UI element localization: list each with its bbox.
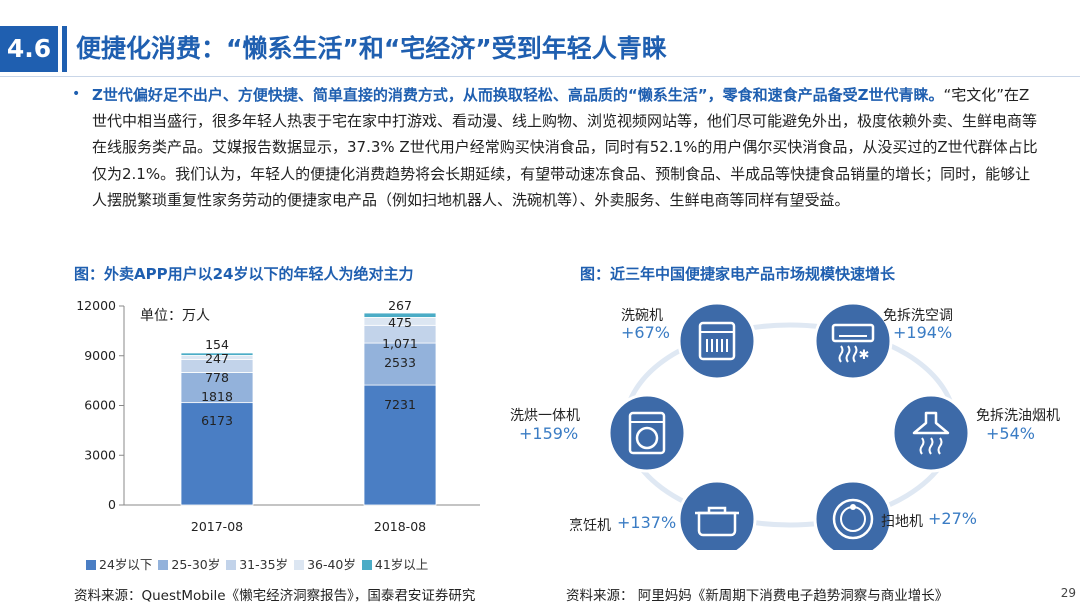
bar-data-label: 475 bbox=[388, 315, 412, 330]
legend-item: 36-40岁 bbox=[294, 554, 356, 573]
bar-segment bbox=[363, 384, 437, 506]
legend-label: 25-30岁 bbox=[171, 557, 221, 572]
bar-segment bbox=[363, 342, 437, 386]
legend-item: 31-35岁 bbox=[226, 554, 288, 573]
appliance-growth-pct: +54% bbox=[986, 424, 1035, 443]
appliance-label: 洗烘一体机 bbox=[510, 408, 580, 424]
bar-data-label: 7231 bbox=[384, 397, 416, 412]
appliance-label: 免拆洗空调 bbox=[883, 308, 953, 324]
appliance-growth-pct: +159% bbox=[519, 424, 579, 443]
appliance-growth-pct: +137% bbox=[617, 513, 677, 532]
legend-item: 41岁以上 bbox=[361, 554, 429, 573]
left-figure-title: 图：外卖APP用户以24岁以下的年轻人为绝对主力 bbox=[74, 265, 414, 283]
washing-machine-icon bbox=[607, 393, 687, 473]
legend-swatch bbox=[294, 560, 305, 570]
legend-label: 24岁以下 bbox=[99, 557, 153, 572]
appliance-growth-pct: +27% bbox=[928, 509, 977, 528]
left-source-note: 资料来源：QuestMobile《懒宅经济洞察报告》，国泰君安证券研究 bbox=[74, 588, 476, 604]
body-paragraph: Z世代偏好足不出户、方便快捷、简单直接的消费方式，从而换取轻松、高品质的“懒系生… bbox=[92, 82, 1042, 213]
title-underline bbox=[0, 76, 1080, 77]
appliance-label: 洗碗机 bbox=[621, 308, 663, 324]
bar-data-label: 247 bbox=[205, 351, 229, 366]
y-tick-label: 9000 bbox=[84, 348, 116, 363]
y-tick-label: 3000 bbox=[84, 447, 116, 462]
x-tick-label: 2017-08 bbox=[191, 519, 243, 534]
bar-data-label: 267 bbox=[388, 298, 412, 313]
right-figure-title: 图：近三年中国便捷家电产品市场规模快速增长 bbox=[580, 265, 896, 283]
stacked-bar-chart: 单位：万人 0 3000 6000 9000 12000 2017-08 2018-08 61… bbox=[76, 298, 480, 534]
bar-data-label: 2533 bbox=[384, 355, 416, 370]
section-divider-bar bbox=[62, 26, 67, 72]
appliance-label: 免拆洗油烟机 bbox=[976, 408, 1060, 424]
appliance-growth-diagram: ✱ bbox=[607, 301, 971, 550]
page-number: 29 bbox=[1060, 586, 1076, 600]
chart-legend: 24岁以下 25-30岁 31-35岁 36-40岁 41岁以上 bbox=[86, 554, 434, 573]
legend-swatch bbox=[361, 560, 372, 570]
appliance-label: 扫地机 bbox=[881, 514, 923, 530]
bar-data-label: 6173 bbox=[201, 413, 233, 428]
paragraph-bullet: • bbox=[72, 86, 81, 102]
bar-segment bbox=[180, 372, 254, 404]
bar-data-label: 1,071 bbox=[382, 336, 418, 351]
legend-swatch bbox=[226, 560, 237, 570]
bar-segment bbox=[363, 312, 437, 318]
legend-item: 24岁以下 bbox=[86, 554, 152, 573]
x-tick-label: 2018-08 bbox=[374, 519, 426, 534]
y-tick-label: 6000 bbox=[84, 398, 116, 413]
range-hood-icon bbox=[891, 393, 971, 473]
section-number-badge: 4.6 bbox=[0, 26, 58, 72]
appliance-label: 烹饪机 bbox=[569, 518, 611, 534]
legend-label: 31-35岁 bbox=[239, 557, 289, 572]
legend-item: 25-30岁 bbox=[158, 554, 220, 573]
bar-segment bbox=[180, 402, 254, 506]
paragraph-body: “宅文化”在Z世代中相当盛行，很多年轻人热衷于宅在家中打游戏、看动漫、线上购物、… bbox=[92, 86, 1038, 209]
y-tick-label: 0 bbox=[108, 497, 116, 512]
bar-data-label: 154 bbox=[205, 337, 229, 352]
chart-unit-label: 单位：万人 bbox=[140, 308, 210, 324]
right-source-note: 资料来源： 阿里妈妈《新周期下消费电子趋势洞察与商业增长》 bbox=[566, 588, 949, 604]
bar-data-label: 1818 bbox=[201, 389, 233, 404]
legend-label: 36-40岁 bbox=[307, 557, 356, 572]
legend-swatch bbox=[86, 560, 96, 570]
paragraph-highlight: Z世代偏好足不出户、方便快捷、简单直接的消费方式，从而换取轻松、高品质的“懒系生… bbox=[92, 86, 944, 104]
bar-segment bbox=[180, 352, 254, 356]
bar-data-label: 778 bbox=[205, 370, 229, 385]
appliance-growth-pct: +194% bbox=[893, 323, 953, 342]
legend-label: 41岁以上 bbox=[374, 557, 429, 572]
cooking-pot-icon bbox=[677, 479, 757, 550]
air-conditioner-icon: ✱ bbox=[813, 301, 893, 381]
y-tick-label: 12000 bbox=[76, 298, 116, 313]
dishwasher-icon bbox=[677, 301, 757, 381]
svg-text:✱: ✱ bbox=[859, 348, 870, 363]
appliance-growth-pct: +67% bbox=[621, 323, 670, 342]
page-title: 便捷化消费：“懒系生活”和“宅经济”受到年轻人青睐 bbox=[76, 34, 667, 63]
robot-vacuum-icon bbox=[813, 479, 893, 550]
legend-swatch bbox=[158, 560, 169, 570]
